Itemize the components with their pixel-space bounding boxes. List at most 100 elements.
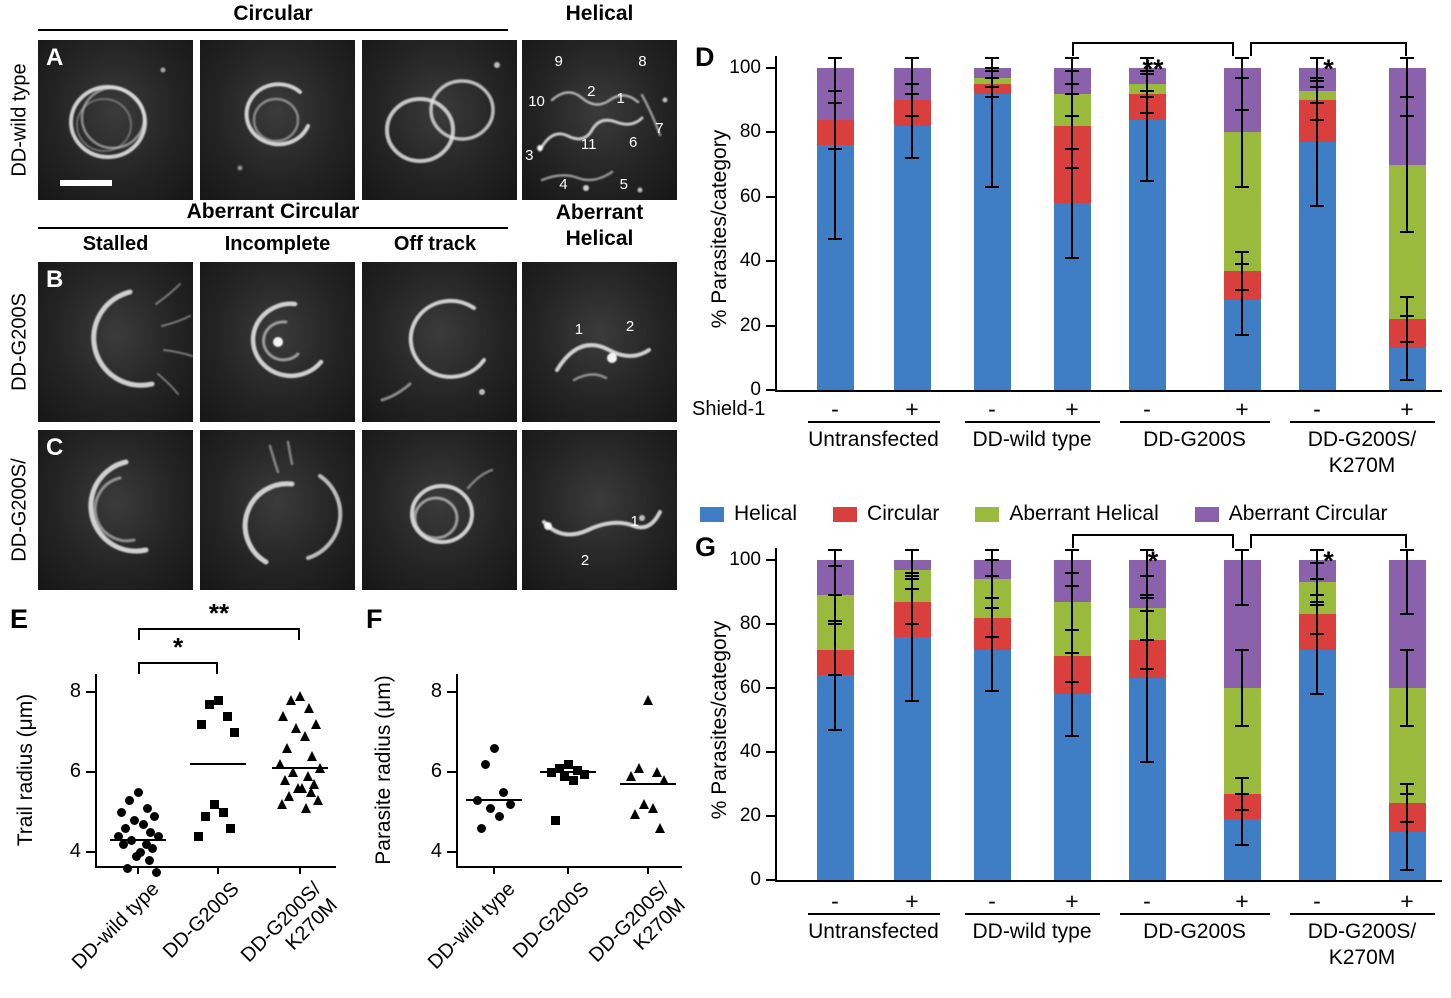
y-tick-label: 0 bbox=[750, 379, 761, 400]
error-bar bbox=[991, 598, 993, 637]
error-bar-cap bbox=[1140, 179, 1154, 182]
error-bar bbox=[1071, 572, 1073, 631]
significance-bracket bbox=[138, 628, 300, 640]
y-axis-label: % Parasites/category bbox=[708, 129, 731, 329]
y-tick-mark bbox=[447, 771, 456, 773]
condition-label: - bbox=[988, 888, 996, 914]
micrograph-off-track bbox=[362, 262, 517, 422]
error-bar-cap bbox=[828, 549, 842, 551]
panel-letter-g: G bbox=[695, 532, 717, 562]
trail-number: 5 bbox=[619, 176, 628, 193]
y-axis-line bbox=[775, 548, 777, 882]
micrograph-stalled: B bbox=[38, 262, 193, 422]
header-circular: Circular bbox=[233, 2, 313, 25]
y-tick-mark bbox=[766, 751, 775, 753]
y-tick-label: 80 bbox=[739, 613, 761, 634]
y-tick-label: 80 bbox=[739, 121, 761, 143]
scatter-point-circle bbox=[144, 855, 154, 865]
error-bar-cap bbox=[828, 147, 842, 150]
subheader-off-track: Off track bbox=[393, 233, 477, 255]
error-bar-cap bbox=[1235, 725, 1249, 728]
error-bar-cap bbox=[1310, 578, 1324, 581]
micrograph-c2 bbox=[200, 430, 355, 590]
y-tick-label: 8 bbox=[430, 680, 442, 702]
scatter-point-triangle bbox=[300, 803, 311, 813]
y-axis-line bbox=[95, 674, 97, 868]
x-axis-line bbox=[775, 390, 1442, 392]
error-bar-cap bbox=[1310, 632, 1324, 635]
scatter-point-triangle bbox=[642, 695, 653, 705]
header-aberrant-helical: Aberrant Helical bbox=[555, 201, 644, 251]
significance-label: * bbox=[1323, 546, 1334, 576]
micrograph-circular-3 bbox=[362, 40, 517, 200]
group-label: DD-G200S bbox=[1143, 920, 1246, 943]
error-bar-cap bbox=[1065, 680, 1079, 683]
error-bar-cap bbox=[985, 186, 999, 189]
error-bar bbox=[1241, 264, 1243, 336]
error-bar-cap bbox=[1140, 95, 1154, 98]
error-bar-cap bbox=[905, 115, 919, 118]
micrograph-circular-1: A bbox=[38, 40, 193, 200]
x-axis-line bbox=[456, 866, 682, 868]
y-tick-mark bbox=[766, 195, 775, 198]
y-tick-mark bbox=[766, 131, 775, 134]
scatter-point-circle bbox=[476, 823, 486, 833]
row-label-dd-g200s: DD-G200S bbox=[8, 293, 31, 391]
error-bar bbox=[911, 84, 913, 117]
error-bar-cap bbox=[1400, 648, 1414, 651]
y-tick-label: 20 bbox=[739, 805, 761, 826]
significance-bracket bbox=[1250, 534, 1407, 548]
legend-item-aberrant-circular: Aberrant Circular bbox=[1194, 502, 1388, 526]
error-bar-cap bbox=[1140, 760, 1154, 763]
scatter-point-triangle bbox=[302, 771, 313, 781]
error-bar-cap bbox=[1235, 808, 1249, 811]
y-tick-mark bbox=[447, 691, 456, 693]
scatter-point-square bbox=[222, 711, 232, 721]
error-bar bbox=[911, 58, 913, 94]
x-tick-mark bbox=[299, 866, 301, 874]
scatter-point-circle bbox=[489, 743, 499, 753]
scatter-point-triangle bbox=[647, 803, 658, 813]
micrograph-incomplete bbox=[200, 262, 355, 422]
mean-line bbox=[110, 839, 166, 841]
y-tick-label: 60 bbox=[739, 185, 761, 207]
error-bar-cap bbox=[905, 623, 919, 625]
significance-bracket bbox=[138, 662, 218, 674]
error-bar-cap bbox=[985, 95, 999, 98]
x-tick-mark bbox=[493, 866, 495, 874]
error-bar-cap bbox=[985, 575, 999, 577]
legend-label-circular: Circular bbox=[867, 502, 940, 525]
x-axis-line bbox=[775, 880, 1442, 882]
y-tick-mark bbox=[766, 623, 775, 625]
y-tick-mark bbox=[766, 67, 775, 69]
error-bar bbox=[834, 58, 836, 104]
group-underline bbox=[964, 913, 1100, 915]
trail-number: 1 bbox=[574, 321, 584, 339]
group-underline bbox=[1289, 421, 1435, 423]
error-bar bbox=[1406, 58, 1408, 117]
legend-swatch-aberrant-helical bbox=[975, 506, 1000, 522]
scatter-point-triangle bbox=[305, 787, 316, 797]
error-bar-cap bbox=[985, 549, 999, 551]
error-bar-cap bbox=[1235, 57, 1249, 59]
error-bar-cap bbox=[1235, 648, 1249, 651]
condition-label: + bbox=[1235, 396, 1249, 422]
micrograph-c1: C bbox=[38, 430, 193, 590]
scatter-point-triangle bbox=[658, 775, 669, 785]
error-bar bbox=[911, 579, 913, 624]
error-bar-cap bbox=[1400, 725, 1414, 728]
error-bar bbox=[1071, 652, 1073, 736]
aberrant-circular-underline bbox=[38, 227, 508, 229]
condition-label: - bbox=[988, 396, 996, 422]
trail-number: 1 bbox=[616, 89, 625, 107]
legend-item-helical: Helical bbox=[700, 502, 797, 526]
scatter-point-circle bbox=[494, 811, 504, 821]
error-bar-cap bbox=[1310, 549, 1324, 551]
condition-label: + bbox=[1400, 396, 1414, 422]
panel-letter-a: A bbox=[46, 44, 64, 71]
group-underline bbox=[1119, 913, 1270, 915]
error-bar-cap bbox=[1235, 843, 1249, 846]
y-axis-line bbox=[775, 56, 777, 392]
error-bar-cap bbox=[905, 57, 919, 59]
y-tick-mark bbox=[766, 260, 775, 263]
